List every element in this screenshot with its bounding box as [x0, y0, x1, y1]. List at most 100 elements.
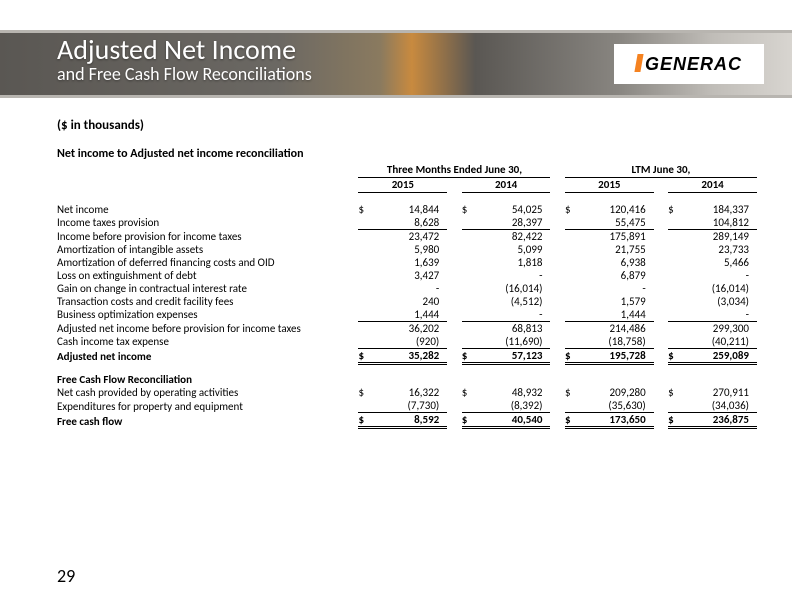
currency-symbol: $	[668, 203, 685, 216]
table-row: Amortization of deferred financing costs…	[57, 256, 757, 269]
table-row: Business optimization expenses1,444-1,44…	[57, 308, 757, 322]
cell-value: 40,540	[478, 413, 550, 428]
cell-value: (18,758)	[581, 335, 653, 349]
cell-value: 6,938	[581, 256, 653, 269]
cell-value: 14,844	[375, 203, 447, 216]
section1-title: Net income to Adjusted net income reconc…	[57, 147, 757, 161]
row-label: Net cash provided by operating activitie…	[57, 386, 358, 399]
cell-value: 289,149	[685, 229, 757, 243]
content-area: ($ in thousands) Net income to Adjusted …	[57, 118, 757, 429]
currency-symbol	[565, 216, 582, 230]
units-label: ($ in thousands)	[57, 118, 757, 133]
cell-value: 299,300	[685, 321, 757, 335]
currency-symbol	[358, 399, 375, 413]
header-row-periods: Three Months Ended June 30, LTM June 30,	[57, 163, 757, 178]
currency-symbol	[462, 295, 479, 308]
currency-symbol	[565, 243, 582, 256]
table-row: Transaction costs and credit facility fe…	[57, 295, 757, 308]
cell-value: (11,690)	[478, 335, 550, 349]
currency-symbol	[565, 321, 582, 335]
cell-value: 8,628	[375, 216, 447, 230]
currency-symbol	[462, 335, 479, 349]
row-label: Business optimization expenses	[57, 308, 358, 322]
table-row: Loss on extinguishment of debt3,427-6,87…	[57, 269, 757, 282]
cell-value: 82,422	[478, 229, 550, 243]
currency-symbol	[668, 269, 685, 282]
currency-symbol: $	[565, 203, 582, 216]
row-label: Loss on extinguishment of debt	[57, 269, 358, 282]
cell-value: 23,733	[685, 243, 757, 256]
currency-symbol	[668, 216, 685, 230]
row-label: Income before provision for income taxes	[57, 229, 358, 243]
year2-header: 2014	[462, 178, 551, 193]
year1-header: 2015	[358, 178, 447, 193]
logo-box: GENERAC	[614, 44, 764, 84]
cell-value: 35,282	[375, 348, 447, 363]
cell-value: 104,812	[685, 216, 757, 230]
table-row: Cash income tax expense(920)(11,690)(18,…	[57, 335, 757, 349]
currency-symbol	[462, 269, 479, 282]
cell-value: (8,392)	[478, 399, 550, 413]
cell-value: 259,089	[685, 348, 757, 363]
table-row: Income before provision for income taxes…	[57, 229, 757, 243]
row-label: Gain on change in contractual interest r…	[57, 282, 358, 295]
cell-value: 195,728	[581, 348, 653, 363]
cell-value: 236,875	[685, 413, 757, 428]
currency-symbol	[668, 321, 685, 335]
cell-value: -	[685, 308, 757, 322]
currency-symbol: $	[358, 413, 375, 428]
currency-symbol: $	[462, 348, 479, 363]
header-row-years: 2015 2014 2015 2014	[57, 178, 757, 193]
cell-value: 184,337	[685, 203, 757, 216]
cell-value: (7,730)	[375, 399, 447, 413]
cell-value: 3,427	[375, 269, 447, 282]
cell-value: 16,322	[375, 386, 447, 399]
title-block: Adjusted Net Income and Free Cash Flow R…	[57, 36, 312, 85]
page-number: 29	[57, 565, 75, 587]
currency-symbol	[358, 295, 375, 308]
table-row: Adjusted net income$35,282$57,123$195,72…	[57, 348, 757, 363]
cell-value: 1,818	[478, 256, 550, 269]
currency-symbol: $	[462, 203, 479, 216]
header-banner: Adjusted Net Income and Free Cash Flow R…	[0, 30, 792, 98]
currency-symbol	[565, 282, 582, 295]
currency-symbol	[565, 295, 582, 308]
currency-symbol	[462, 256, 479, 269]
cell-value: (4,512)	[478, 295, 550, 308]
cell-value: 120,416	[581, 203, 653, 216]
cell-value: 1,579	[581, 295, 653, 308]
currency-symbol	[358, 229, 375, 243]
cell-value: 21,755	[581, 243, 653, 256]
currency-symbol: $	[565, 413, 582, 428]
row-label: Transaction costs and credit facility fe…	[57, 295, 358, 308]
cell-value: 6,879	[581, 269, 653, 282]
cell-value: 214,486	[581, 321, 653, 335]
row-label: Expenditures for property and equipment	[57, 399, 358, 413]
cell-value: 1,444	[375, 308, 447, 322]
currency-symbol	[668, 295, 685, 308]
currency-symbol	[668, 256, 685, 269]
cell-value: (16,014)	[685, 282, 757, 295]
currency-symbol: $	[462, 413, 479, 428]
currency-symbol	[462, 229, 479, 243]
currency-symbol	[358, 243, 375, 256]
cell-value: 5,980	[375, 243, 447, 256]
cell-value: 23,472	[375, 229, 447, 243]
currency-symbol: $	[668, 386, 685, 399]
currency-symbol	[565, 335, 582, 349]
cell-value: 5,099	[478, 243, 550, 256]
cell-value: (40,211)	[685, 335, 757, 349]
cell-value: -	[478, 308, 550, 322]
currency-symbol	[462, 216, 479, 230]
currency-symbol	[358, 321, 375, 335]
currency-symbol	[462, 243, 479, 256]
cell-value: 240	[375, 295, 447, 308]
table-row: Net cash provided by operating activitie…	[57, 386, 757, 399]
row-label: Free cash flow	[57, 413, 358, 428]
year3-header: 2015	[565, 178, 654, 193]
currency-symbol	[462, 282, 479, 295]
currency-symbol	[462, 321, 479, 335]
currency-symbol	[358, 256, 375, 269]
currency-symbol	[462, 399, 479, 413]
period1-header: Three Months Ended June 30,	[358, 163, 550, 178]
